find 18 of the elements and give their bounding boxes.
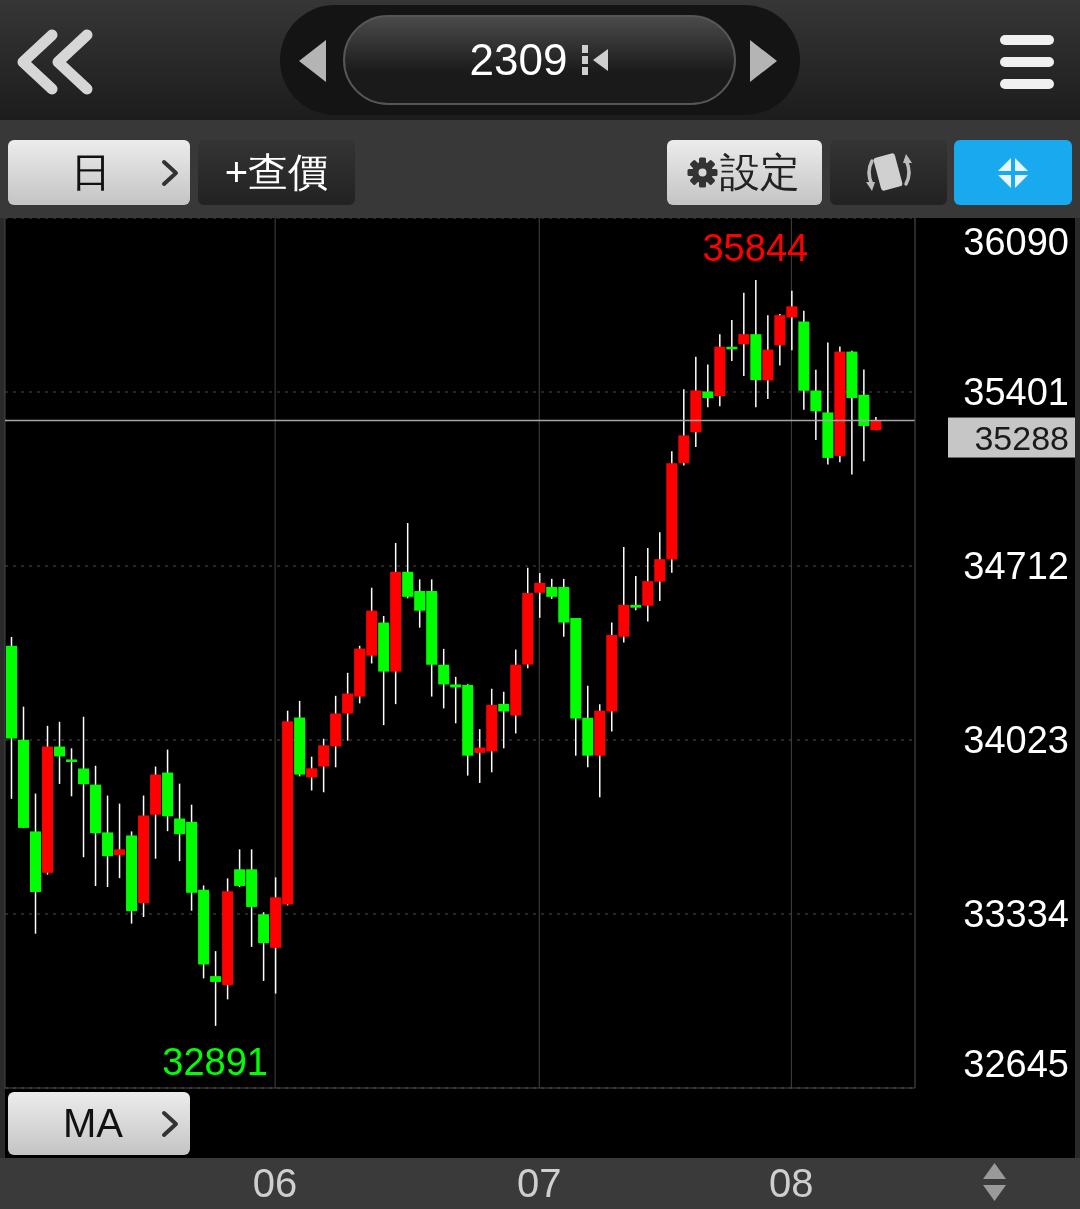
y-tick-label: 32645 [963,1043,1069,1086]
y-tick-label: 34712 [963,545,1069,587]
x-tick-label: 06 [252,1161,298,1205]
button: +查價 [198,140,355,205]
chart-title: 2309 [469,35,568,85]
annotation: 32891 [162,1040,268,1083]
pill-button: 2309 [280,5,800,115]
button: MA [8,1092,190,1155]
y-tick-label: 33334 [963,893,1069,935]
y-tick-label: 34023 [963,719,1069,761]
y-tick-label: 35401 [963,371,1069,413]
button: 日 [8,140,190,205]
ref-line-label: 35288 [974,418,1069,457]
annotation: 35844 [702,227,809,270]
y-tick-label: 36090 [963,220,1069,263]
x-tick-label: 07 [516,1161,562,1205]
button: 設定 [667,140,822,205]
x-tick-label: 08 [769,1161,814,1205]
